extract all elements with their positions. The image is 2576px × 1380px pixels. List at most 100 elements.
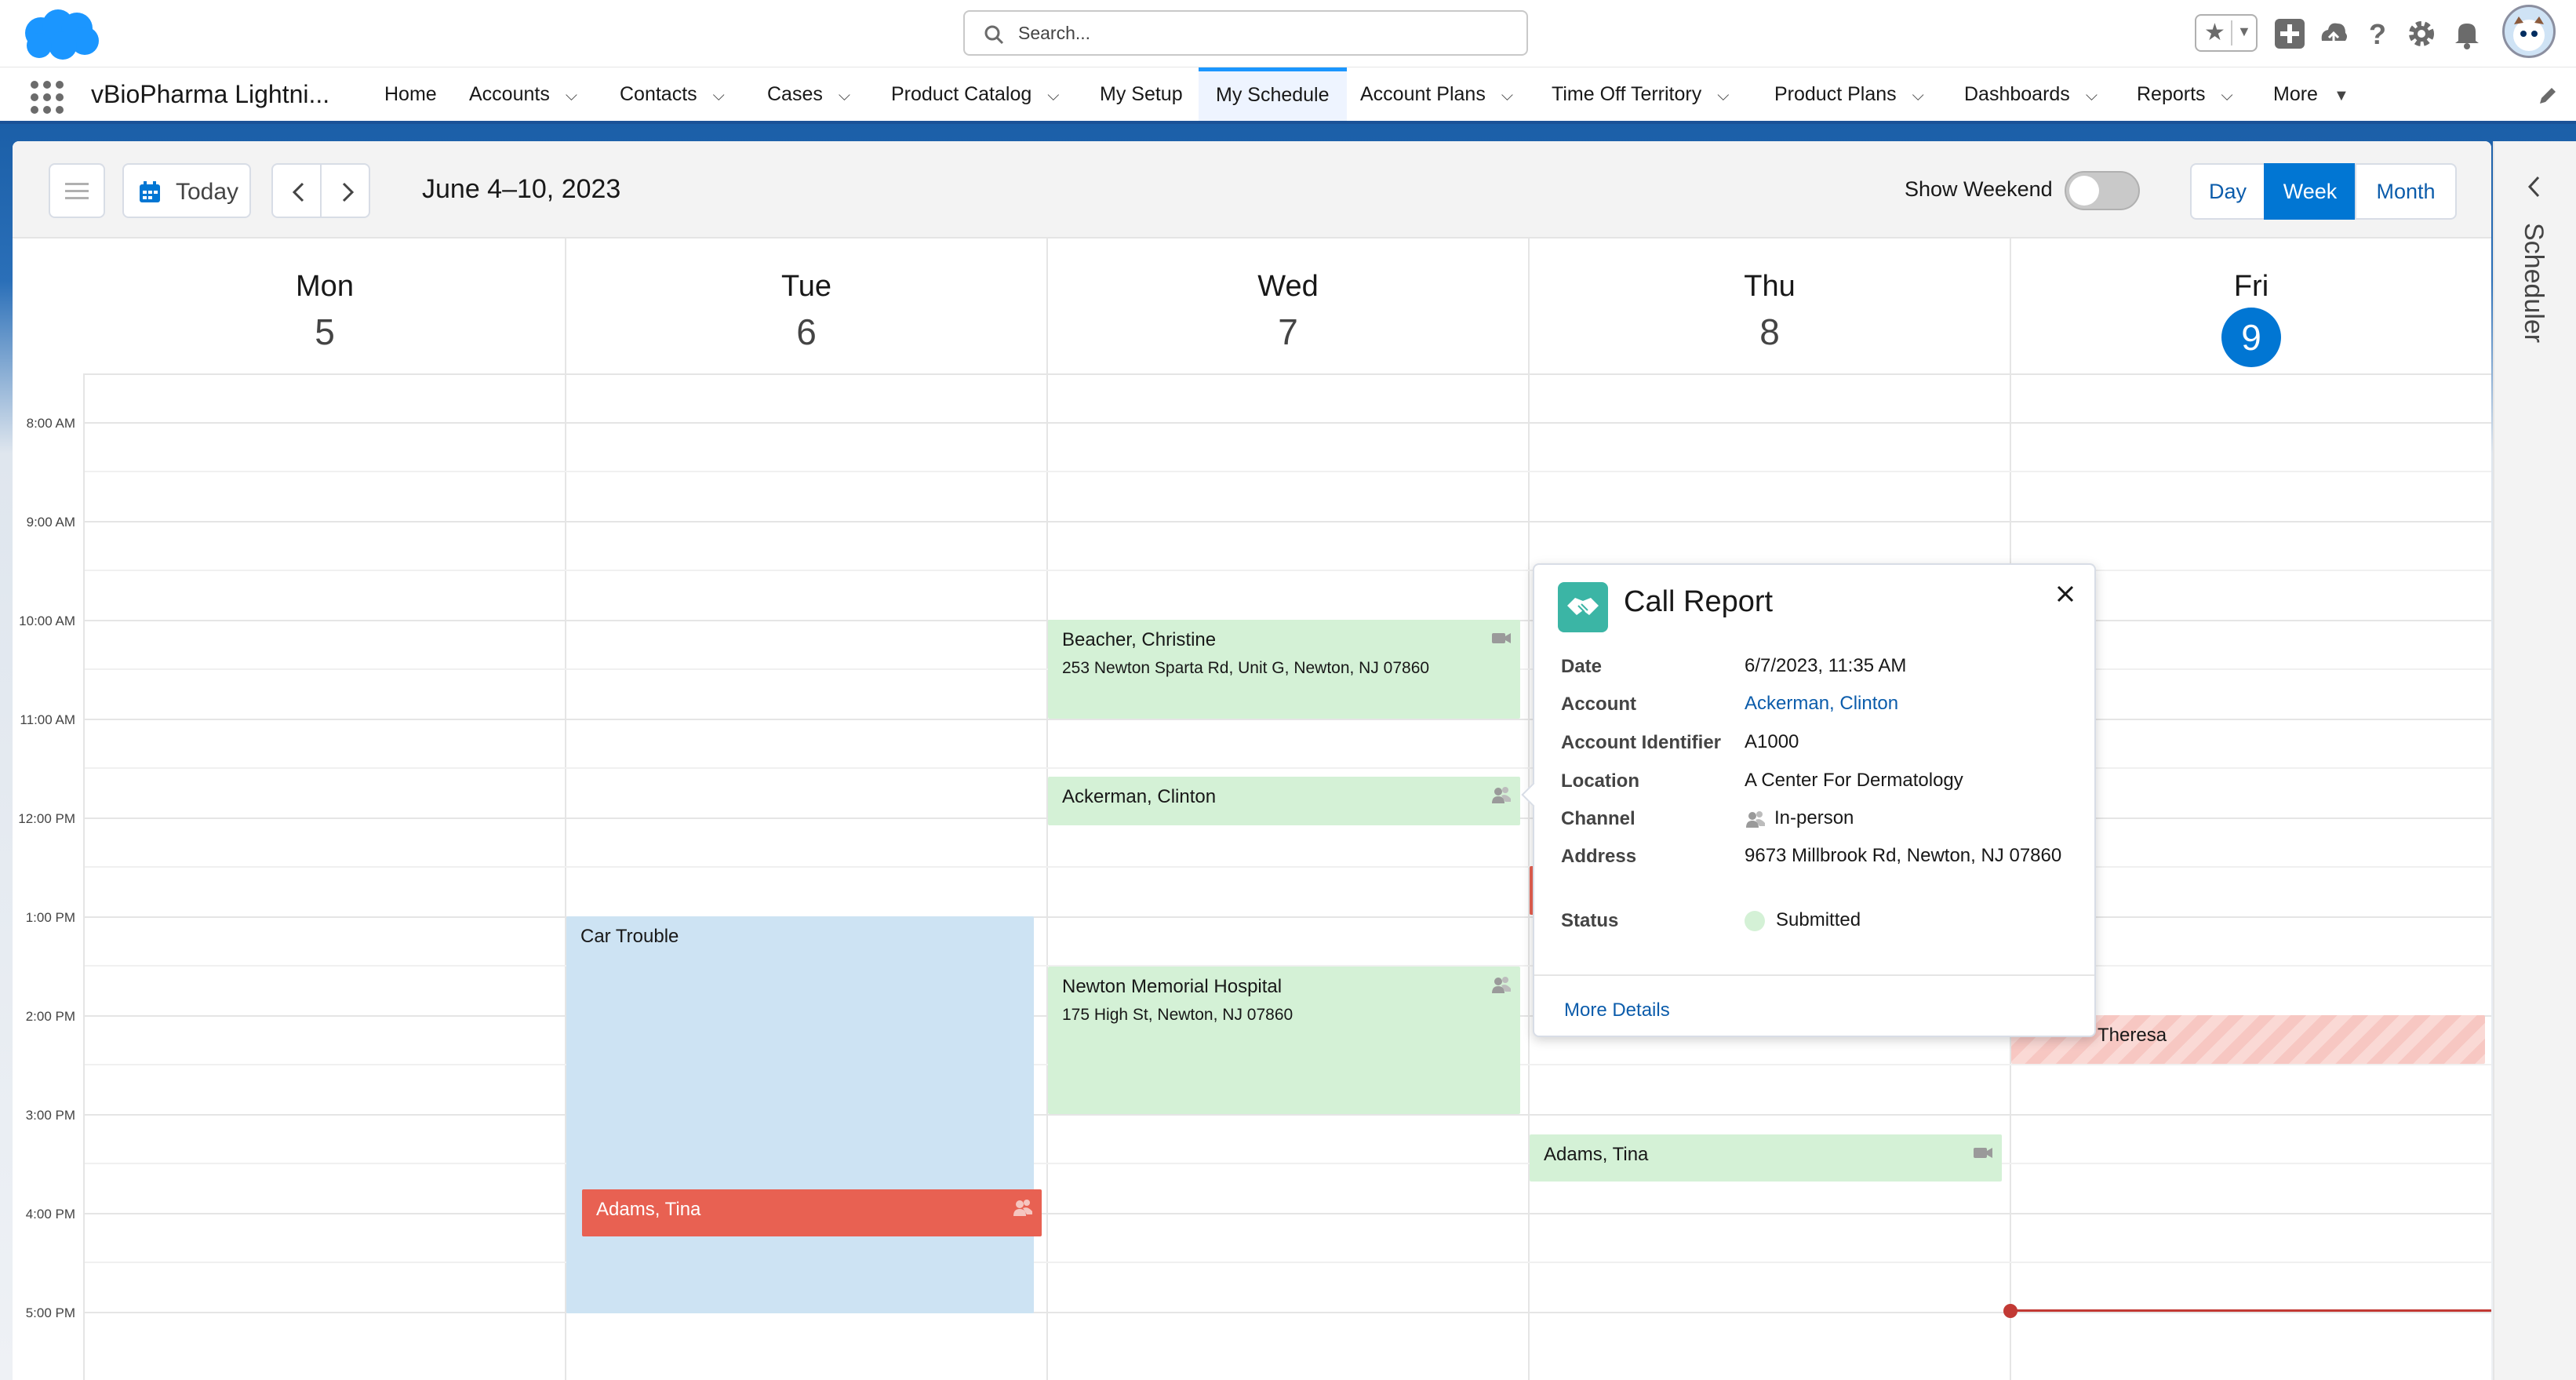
show-weekend-label: Show Weekend [1905,177,2053,201]
favorites-button-group[interactable]: ★ ▼ [2195,14,2258,52]
day-header-fri[interactable]: Fri 9 [2011,238,2491,373]
chevron-down-icon[interactable]: ⌵ [2085,87,2098,104]
event-adams-tina-tue[interactable]: Adams, Tina [582,1189,1042,1236]
day-header-tue[interactable]: Tue 6 [566,238,1048,373]
chevron-down-icon[interactable]: ⌵ [838,87,851,104]
week-grid[interactable]: 8:00 AM 9:00 AM 10:00 AM 11:00 AM 12:00 … [13,373,2491,1380]
nav-item-time-off-territory[interactable]: Time Off Territory ⌵ [1552,67,1729,121]
close-icon[interactable] [2054,582,2077,606]
user-avatar[interactable] [2502,5,2556,58]
account-identifier-label: Account Identifier [1561,732,1722,753]
day-name: Wed [1257,270,1319,303]
global-search-input[interactable]: Search... [963,10,1528,56]
column-divider [1046,373,1048,1380]
event-title: Adams, Tina [1544,1144,1649,1165]
day-number: 7 [1278,311,1298,352]
scheduler-label: Scheduler [2519,223,2549,344]
today-button[interactable]: Today [122,163,251,218]
app-name: vBioPharma Lightni... [91,80,330,108]
chevron-down-icon[interactable]: ⌵ [2221,87,2233,104]
caret-down-icon[interactable]: ▼ [2333,87,2349,104]
day-number: 6 [796,311,817,352]
salesforce-logo-icon[interactable] [17,6,102,63]
day-name: Thu [1744,270,1796,303]
nav-label: Reports [2137,83,2206,105]
chevron-down-icon[interactable]: ▼ [2237,24,2251,39]
nav-item-home[interactable]: Home [384,67,437,121]
chevron-left-icon [292,182,304,202]
chevron-down-icon[interactable]: ⌵ [1501,87,1513,104]
day-header-mon[interactable]: Mon 5 [85,238,566,373]
help-icon[interactable]: ? [2361,17,2394,50]
view-switcher: Day Week Month [2190,163,2457,220]
app-launcher-icon[interactable] [28,78,64,114]
nav-item-product-catalog[interactable]: Product Catalog ⌵ [891,67,1059,121]
nav-item-product-plans[interactable]: Product Plans ⌵ [1774,67,1924,121]
chevron-down-icon[interactable]: ⌵ [565,87,578,104]
event-address: 175 High St, Newton, NJ 07860 [1062,1006,1293,1024]
event-beacher-christine[interactable]: Beacher, Christine 253 Newton Sparta Rd,… [1048,620,1520,719]
nav-label: Dashboards [1964,83,2070,105]
svg-text:?: ? [2369,18,2386,50]
more-details-link[interactable]: More Details [1564,999,1670,1021]
event-newton-memorial-hospital[interactable]: Newton Memorial Hospital 175 High St, Ne… [1048,967,1520,1114]
half-hour-line [85,570,2491,571]
time-label: 8:00 AM [26,416,75,431]
chevron-left-icon[interactable] [2524,174,2545,199]
trailhead-guidance-icon[interactable] [2317,17,2350,50]
week-view-button[interactable]: Week [2264,163,2356,220]
scheduler-side-panel[interactable]: Scheduler [2493,141,2576,1380]
day-header-thu[interactable]: Thu 8 [1530,238,2011,373]
nav-item-cases[interactable]: Cases ⌵ [767,67,850,121]
chevron-down-icon[interactable]: ⌵ [1717,87,1730,104]
global-actions-plus-icon[interactable] [2273,17,2306,50]
account-identifier-value: A1000 [1745,731,1799,752]
hour-line [85,422,2491,424]
day-view-button[interactable]: Day [2190,163,2265,220]
account-link[interactable]: Ackerman, Clinton [1745,693,1899,714]
event-title: Newton Memorial Hospital [1062,976,1283,997]
day-header-wed[interactable]: Wed 7 [1048,238,1530,373]
event-title: Car Trouble [580,926,679,947]
event-ackerman-clinton[interactable]: Ackerman, Clinton [1048,777,1520,825]
hour-line [85,916,2491,918]
nav-label: My Schedule [1216,84,1330,106]
notifications-bell-icon[interactable] [2450,17,2483,50]
time-label: 12:00 PM [18,811,75,826]
month-view-button[interactable]: Month [2355,163,2457,220]
next-week-button[interactable] [320,163,370,218]
setup-gear-icon[interactable] [2405,17,2438,50]
schedule-calendar: Today June 4–10, 2023 Show Weekend Day W… [13,141,2491,1380]
location-label: Location [1561,770,1639,792]
nav-label: More [2273,83,2318,105]
event-car-trouble[interactable]: Car Trouble [566,916,1034,1313]
time-label: 10:00 AM [19,614,75,628]
nav-item-account-plans[interactable]: Account Plans ⌵ [1360,67,1513,121]
event-address: 253 Newton Sparta Rd, Unit G, Newton, NJ… [1062,659,1430,677]
astro-avatar-icon [2513,16,2545,51]
date-value: 6/7/2023, 11:35 AM [1745,655,1907,676]
chevron-down-icon[interactable]: ⌵ [712,87,725,104]
chevron-down-icon[interactable]: ⌵ [1047,87,1060,104]
in-person-icon [1746,810,1765,828]
nav-item-dashboards[interactable]: Dashboards ⌵ [1964,67,2098,121]
edit-nav-pencil-icon[interactable] [2535,83,2560,108]
chevron-down-icon[interactable]: ⌵ [1912,87,1924,104]
status-text: Submitted [1776,909,1861,930]
menu-button[interactable] [49,163,105,218]
time-label: 5:00 PM [25,1305,75,1320]
calendar-toolbar: Today June 4–10, 2023 Show Weekend Day W… [13,141,2491,238]
nav-item-accounts[interactable]: Accounts ⌵ [469,67,577,121]
nav-item-contacts[interactable]: Contacts ⌵ [620,67,725,121]
star-icon[interactable]: ★ [2204,20,2225,46]
event-adams-tina-thu[interactable]: Adams, Tina [1530,1134,2002,1182]
today-day-number: 9 [2221,308,2281,367]
nav-item-reports[interactable]: Reports ⌵ [2137,67,2233,121]
hour-line [85,521,2491,523]
previous-week-button[interactable] [271,163,322,218]
nav-item-my-setup[interactable]: My Setup [1100,67,1183,121]
nav-item-more[interactable]: More ▼ [2273,67,2349,121]
nav-item-my-schedule[interactable]: My Schedule [1199,67,1347,121]
show-weekend-toggle[interactable] [2065,171,2140,210]
grid-line [85,373,2491,375]
